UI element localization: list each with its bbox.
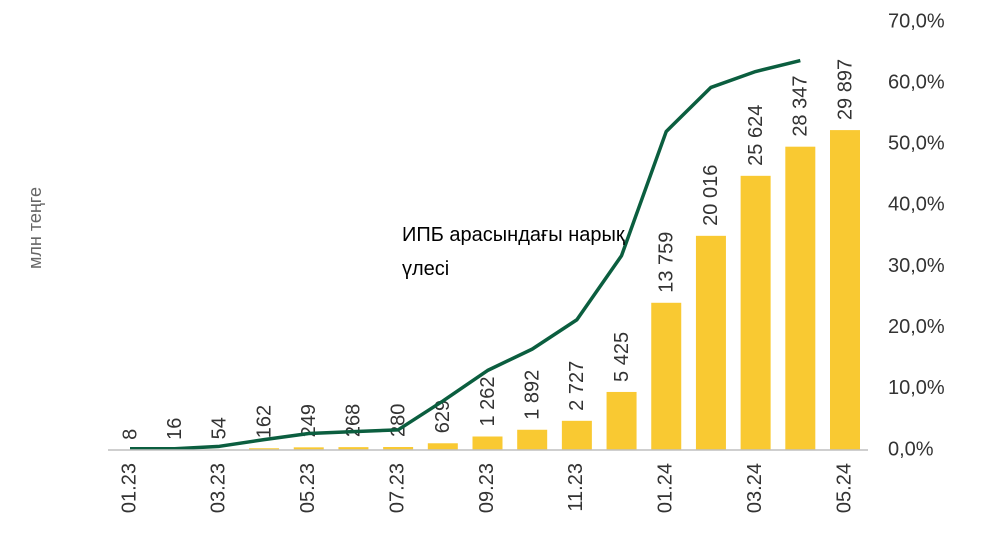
y2-tick-label: 0,0%: [888, 438, 934, 460]
bar: [293, 447, 324, 450]
bar: [338, 447, 369, 450]
y2-tick-label: 40,0%: [888, 194, 945, 216]
bar: [427, 443, 458, 450]
bar: [695, 235, 726, 450]
data-label: 629: [432, 400, 454, 433]
data-label: 13 759: [656, 232, 678, 293]
bar: [517, 429, 548, 450]
y2-tick-label: 20,0%: [888, 316, 945, 338]
x-tick-label: 03.23: [208, 463, 230, 513]
data-label: 16: [164, 418, 186, 440]
bar: [561, 420, 592, 450]
bar: [383, 447, 414, 450]
data-label: 54: [209, 417, 231, 439]
x-tick-label: 07.23: [386, 463, 408, 513]
bar: [830, 130, 860, 450]
data-label: 25 624: [745, 105, 767, 166]
x-tick-label: 01.24: [655, 463, 677, 513]
x-tick-label: 09.23: [476, 463, 498, 513]
data-label: 5 425: [611, 332, 633, 382]
bar: [472, 436, 503, 450]
line-series: [130, 58, 801, 451]
bar: [249, 448, 280, 450]
data-label: 28 347: [790, 76, 812, 137]
data-label: 20 016: [700, 165, 722, 226]
y2-tick-label: 70,0%: [888, 10, 945, 32]
x-tick-label: 03.24: [744, 463, 766, 513]
y2-tick-label: 50,0%: [888, 133, 945, 155]
bar: [785, 146, 816, 450]
y2-tick-label: 30,0%: [888, 255, 945, 277]
bar: [651, 302, 682, 450]
data-label: 249: [298, 404, 320, 437]
data-label: 2 727: [566, 361, 588, 411]
data-label: 1 262: [477, 376, 499, 426]
x-tick-label: 05.24: [833, 463, 855, 513]
y2-tick-label: 60,0%: [888, 71, 945, 93]
data-label: 280: [387, 404, 409, 437]
x-tick-label: 11.23: [565, 463, 587, 512]
x-tick-label: 05.23: [297, 463, 319, 513]
bar: [740, 175, 771, 451]
data-label: 268: [343, 404, 365, 437]
bar: [606, 391, 637, 450]
data-label: 162: [253, 405, 275, 438]
data-label: 8: [119, 429, 141, 440]
y2-tick-label: 10,0%: [888, 377, 945, 399]
x-tick-label: 01.23: [118, 463, 140, 513]
data-label: 29 897: [834, 59, 856, 120]
line-annotation: ИПБ арасындағы нарық үлесі: [402, 224, 625, 280]
data-label: 1 892: [521, 370, 543, 420]
y-axis-label: млн теңге: [25, 187, 45, 269]
